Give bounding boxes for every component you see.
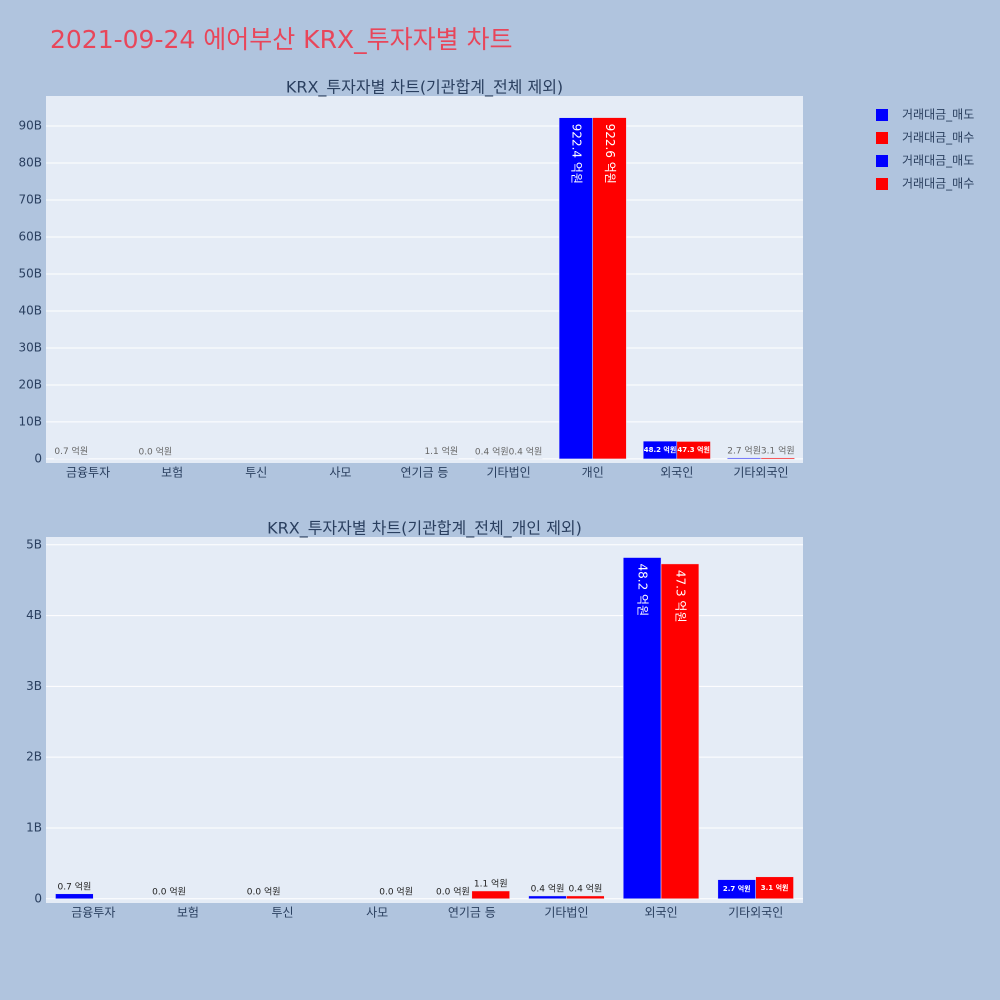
bar [622,557,662,900]
x-tick-label: 투신 [245,466,267,480]
value-label: 1.1 억원 [474,877,508,889]
y-tick-label: 4B [26,608,42,622]
value-label: 47.3 억원 [677,445,710,454]
page-title: 2021-09-24 에어부산 KRX_투자자별 차트 [50,25,513,54]
value-label: 2.7 억원 [723,884,751,893]
value-label: 0.4 억원 [475,445,509,457]
chart-title: KRX_투자자별 차트(기관합계_전체 제외) [286,78,563,98]
x-tick-label: 보험 [177,906,199,920]
y-tick-label: 30B [18,340,42,354]
bar [592,117,627,460]
value-label: 922.4 억원 [569,124,583,184]
value-label: 0.7 억원 [54,445,88,457]
value-label: 3.1 억원 [761,883,789,892]
value-label: 0.0 억원 [247,885,281,897]
value-label: 3.1 억원 [761,444,795,456]
value-label: 0.0 억원 [379,885,413,897]
x-tick-label: 투신 [272,906,294,920]
x-tick-label: 기타외국인 [733,466,788,480]
bar [755,876,794,900]
value-label: 0.0 억원 [138,445,172,457]
value-label: 0.0 억원 [152,885,186,897]
y-tick-label: 3B [26,679,42,693]
y-tick-label: 0 [34,891,42,905]
legend-swatch [876,109,888,121]
x-tick-label: 기타법인 [487,466,531,480]
legend-swatch [876,155,888,167]
y-tick-label: 80B [18,155,42,169]
value-label: 48.2 억원 [644,445,677,454]
bar [760,457,795,460]
bar [566,895,605,900]
legend-label: 거래대금_매도 [902,154,974,168]
bar [660,563,700,900]
bar [55,893,94,900]
x-tick-label: 외국인 [660,466,693,480]
value-label: 0.4 억원 [568,882,602,894]
legend-swatch [876,178,888,190]
x-tick-label: 사모 [329,466,351,480]
value-label: 47.3 억원 [673,570,687,623]
y-tick-label: 20B [18,377,42,391]
value-label: 48.2 억원 [636,564,650,617]
x-tick-label: 기타법인 [544,906,588,920]
legend-label: 거래대금_매수 [902,131,974,145]
x-tick-label: 보험 [161,466,183,480]
plot-area [46,96,803,463]
legend-label: 거래대금_매도 [902,108,974,122]
x-tick-label: 연기금 등 [401,466,449,480]
y-tick-label: 1B [26,820,42,834]
legend-swatch [876,132,888,144]
x-tick-label: 개인 [582,466,604,480]
bar [558,117,593,460]
value-label: 922.6 억원 [603,124,617,184]
value-label: 0.0 억원 [436,885,470,897]
x-tick-label: 금융투자 [71,906,115,920]
y-tick-label: 60B [18,229,42,243]
y-tick-label: 5B [26,537,42,551]
y-tick-label: 2B [26,750,42,764]
y-tick-label: 40B [18,303,42,317]
x-tick-label: 외국인 [645,906,678,920]
value-label: 1.1 억원 [424,445,458,457]
legend-label: 거래대금_매수 [902,177,974,191]
bar [528,895,567,900]
bar [676,441,711,460]
y-tick-label: 10B [18,414,42,428]
y-tick-label: 50B [18,266,42,280]
value-label: 0.4 억원 [531,882,565,894]
x-tick-label: 기타외국인 [728,906,783,920]
y-tick-label: 70B [18,192,42,206]
value-label: 0.7 억원 [58,880,92,892]
bar [727,457,762,460]
x-tick-label: 금융투자 [66,466,110,480]
x-tick-label: 연기금 등 [448,906,496,920]
x-tick-label: 사모 [366,906,388,920]
value-label: 2.7 억원 [727,444,761,456]
y-tick-label: 90B [18,118,42,132]
bar [471,890,510,900]
y-tick-label: 0 [34,451,42,465]
chart-title: KRX_투자자별 차트(기관합계_전체_개인 제외) [267,519,582,539]
value-label: 0.4 억원 [509,445,543,457]
